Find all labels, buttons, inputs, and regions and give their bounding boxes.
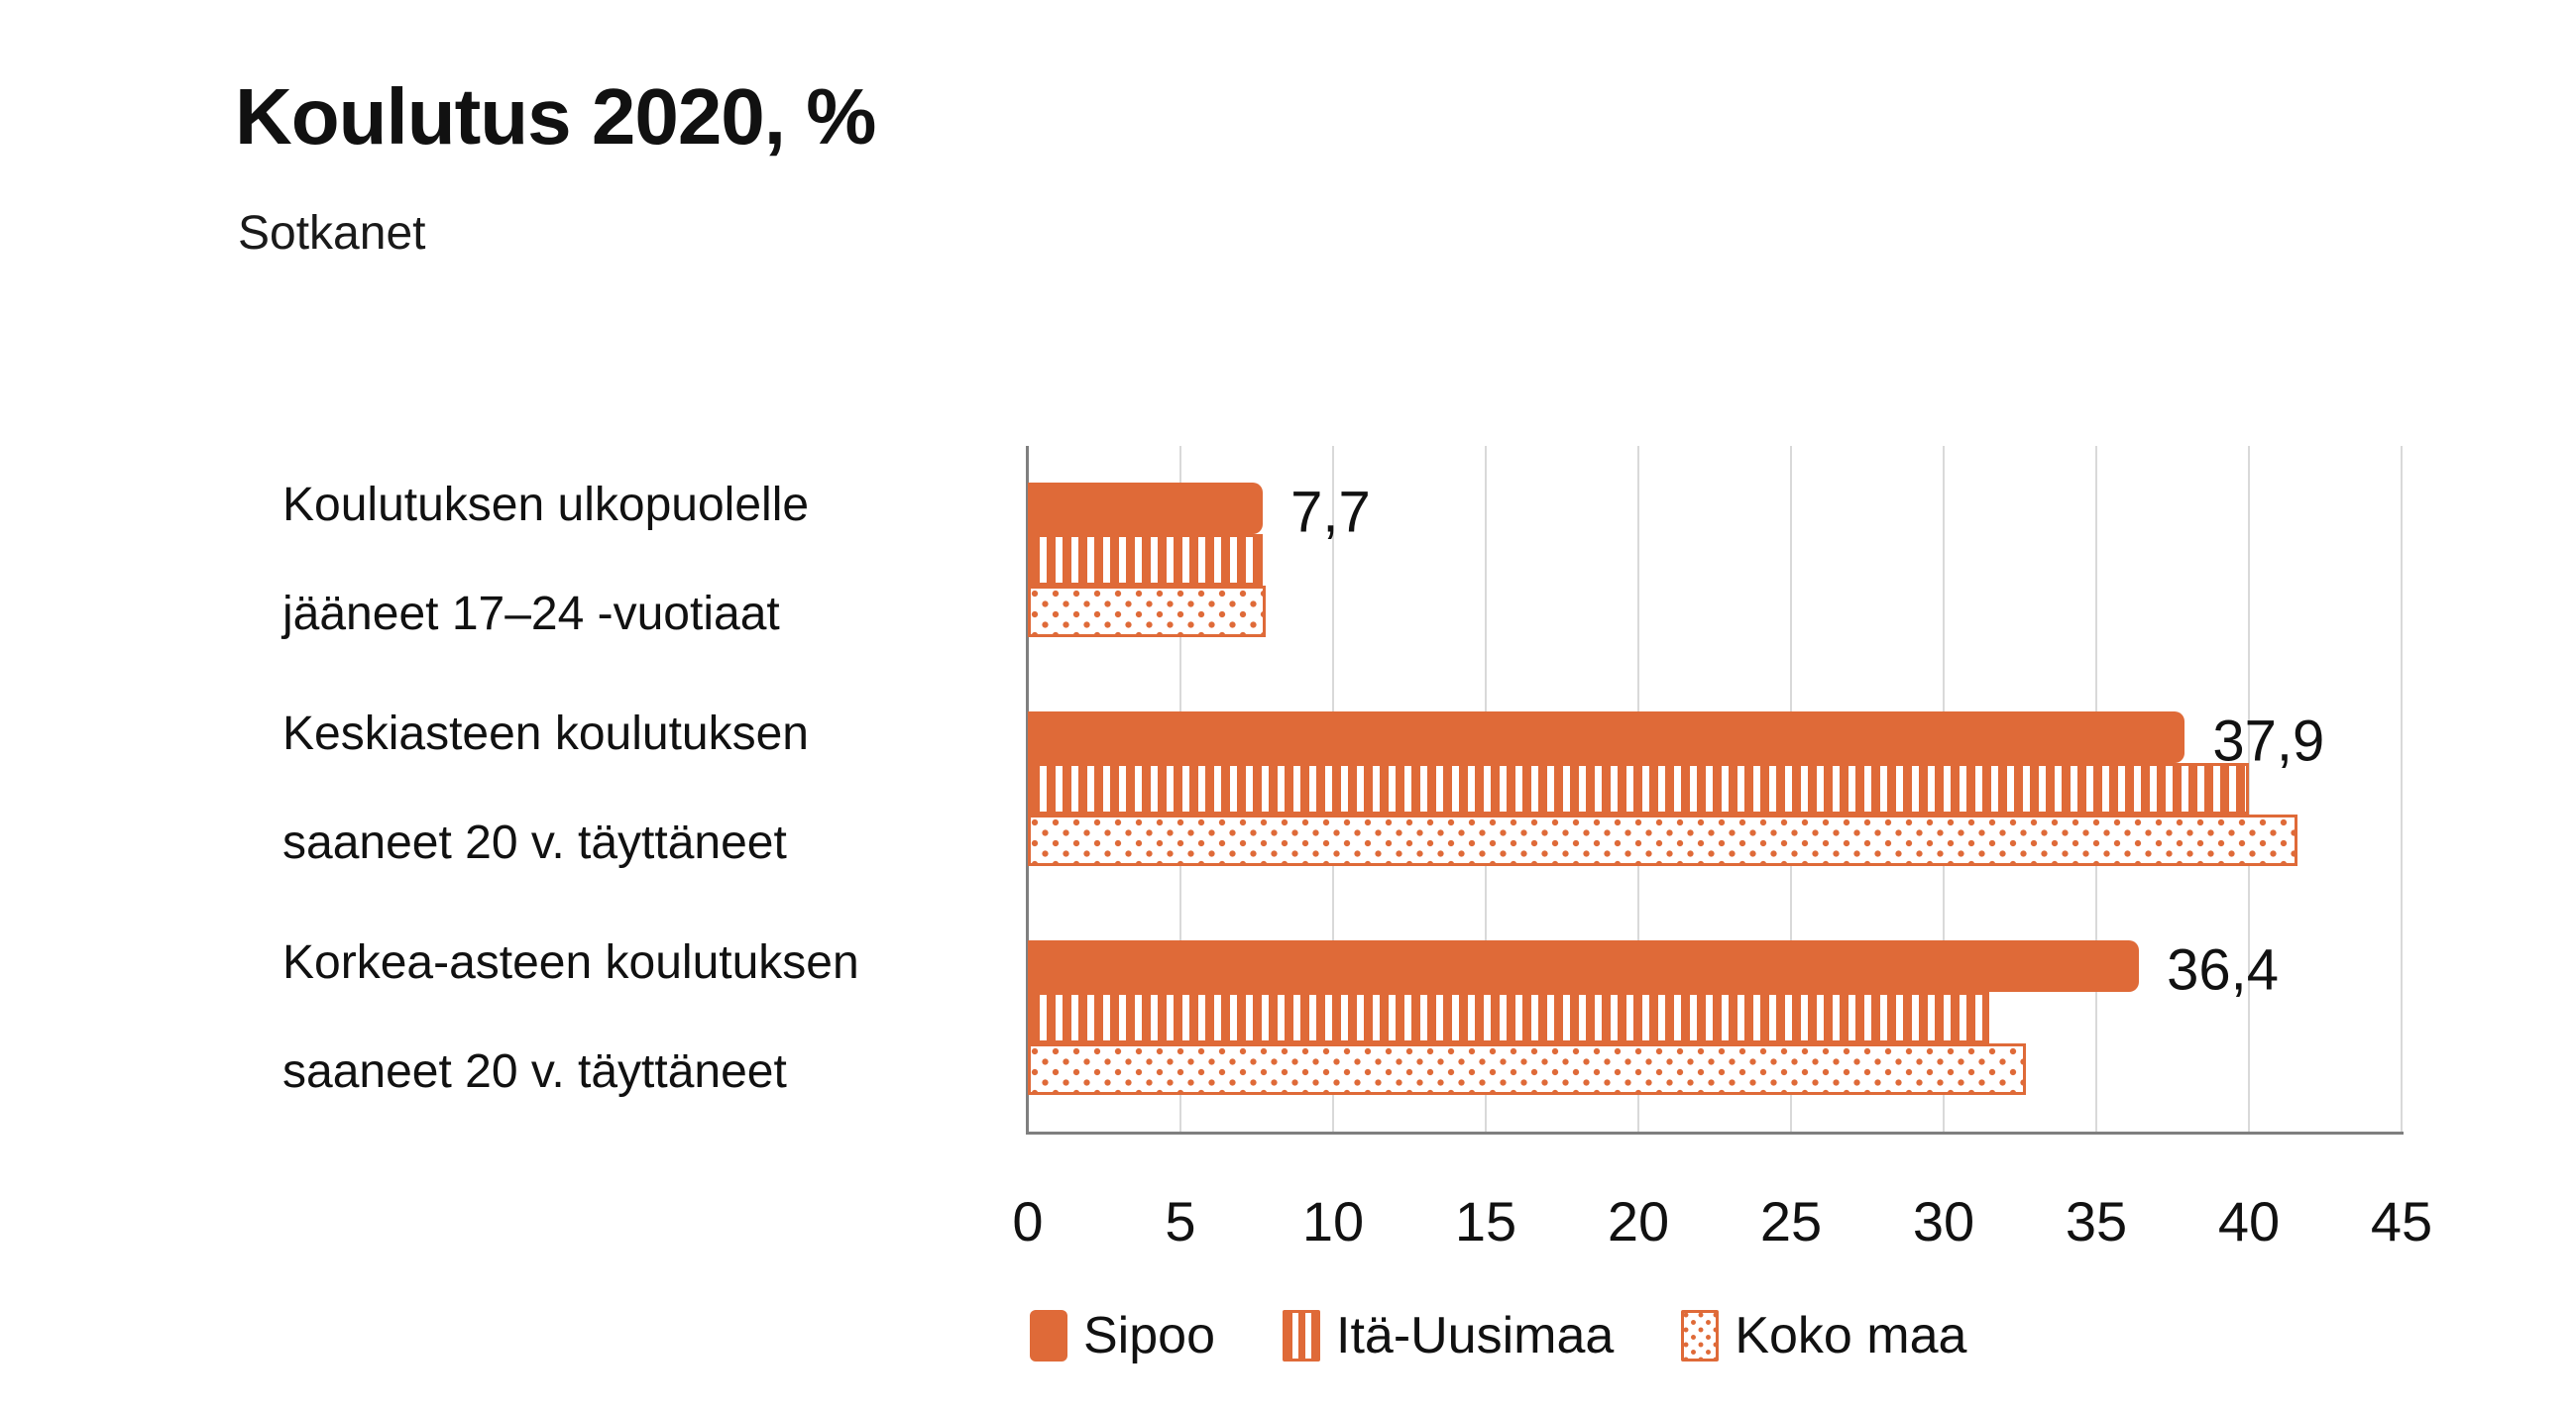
bar-sipoo-cat1 [1028,483,1264,535]
chart-subtitle: Sotkanet [238,207,426,260]
x-tick-5: 5 [1165,1190,1196,1253]
category-label-2: Keskiasteen koulutuksen saaneet 20 v. tä… [282,708,809,869]
x-tick-15: 15 [1454,1190,1517,1253]
bar-sipoo-cat3 [1028,939,2140,992]
x-axis-line [1026,1132,2404,1135]
value-label-cat2: 37,9 [2212,708,2325,774]
x-tick-25: 25 [1759,1190,1823,1253]
legend-label: Sipoo [1083,1307,1215,1364]
y-axis-line [1026,446,1029,1132]
legend-item-koko-maa: Koko maa [1681,1306,1966,1365]
bar-it-uusimaa-cat2 [1028,763,2249,815]
x-tick-40: 40 [2217,1190,2281,1253]
gridline-45 [2401,446,2403,1132]
legend: Sipoo Itä-Uusimaa Koko maa [1030,1306,1966,1365]
bar-it-uusimaa-cat3 [1028,991,1990,1043]
x-tick-10: 10 [1301,1190,1365,1253]
x-tick-20: 20 [1607,1190,1670,1253]
x-tick-30: 30 [1912,1190,1975,1253]
chart-title: Koulutus 2020, % [235,72,876,161]
bar-sipoo-cat2 [1028,711,2185,763]
legend-label: Koko maa [1735,1307,1967,1364]
plot-area: 7,7 37,9 36,4 [1026,446,2404,1135]
value-label-cat1: 7,7 [1290,480,1371,545]
legend-label: Itä-Uusimaa [1336,1307,1615,1364]
x-tick-35: 35 [2065,1190,2128,1253]
x-tick-0: 0 [1012,1190,1044,1253]
category-label-3: Korkea-asteen koulutuksen saaneet 20 v. … [282,935,859,1098]
value-label-cat3: 36,4 [2167,937,2279,1003]
legend-swatch-dotted [1681,1310,1720,1362]
legend-item-it-uusimaa: Itä-Uusimaa [1283,1306,1614,1365]
category-label-1: Koulutuksen ulkopuolelle jääneet 17–24 -… [282,479,810,641]
bar-koko-maa-cat2 [1028,815,2298,866]
bar-koko-maa-cat3 [1028,1042,2027,1095]
x-tick-45: 45 [2370,1190,2433,1253]
legend-swatch-solid [1030,1310,1067,1362]
bar-it-uusimaa-cat1 [1028,534,1264,587]
legend-swatch-striped [1283,1310,1320,1362]
bar-koko-maa-cat1 [1028,586,1267,638]
legend-item-sipoo: Sipoo [1030,1306,1215,1365]
gridline-40 [2248,446,2250,1132]
